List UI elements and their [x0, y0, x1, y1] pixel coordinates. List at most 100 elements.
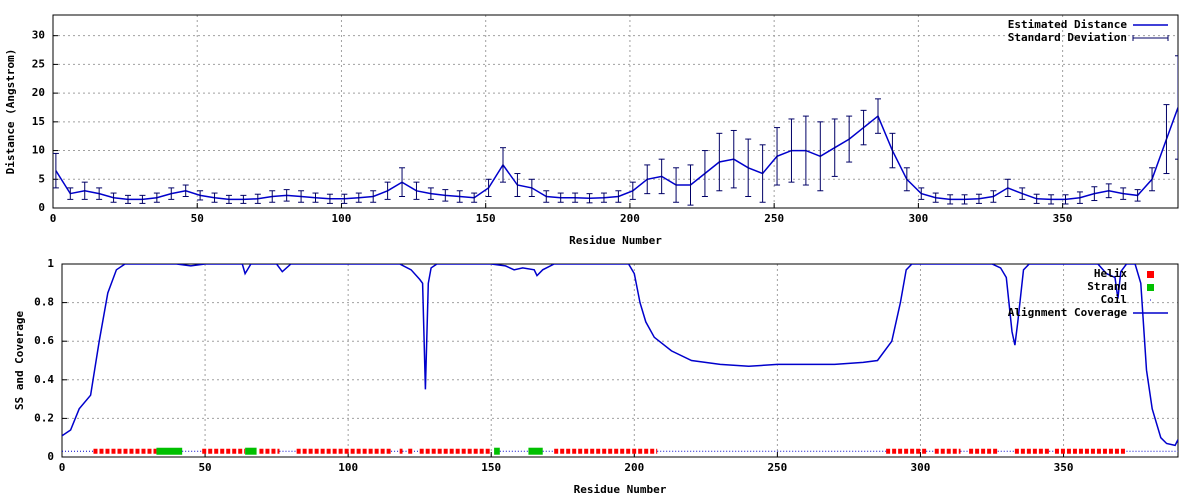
- y-tick-label: 25: [32, 57, 45, 70]
- x-tick-label: 50: [198, 461, 211, 474]
- error-bar: [557, 192, 564, 203]
- y-axis-label: Distance (Angstrom): [4, 49, 17, 175]
- y-tick-label: 30: [32, 29, 45, 42]
- y-tick-label: 0.8: [34, 296, 54, 309]
- error-bar: [1120, 187, 1127, 200]
- error-bar: [687, 164, 694, 206]
- error-bar: [81, 181, 88, 200]
- error-bar: [745, 138, 752, 198]
- error-bar: [572, 192, 579, 203]
- error-bar: [442, 189, 449, 202]
- error-bar: [514, 173, 521, 198]
- x-tick-label: 250: [767, 461, 787, 474]
- y-axis-label: SS and Coverage: [13, 310, 26, 410]
- legend-label: Estimated Distance: [1008, 18, 1128, 31]
- error-bar: [283, 189, 290, 202]
- x-tick-label: 250: [764, 212, 784, 225]
- error-bar: [500, 147, 506, 183]
- error-bar: [1175, 55, 1178, 160]
- legend-swatch: [1150, 299, 1151, 301]
- y-tick-label: 0.4: [34, 373, 54, 386]
- error-bar: [759, 144, 766, 203]
- error-bar: [1033, 193, 1040, 204]
- x-axis-label: Residue Number: [574, 483, 667, 496]
- plot-area: [62, 264, 1178, 455]
- x-tick-label: 300: [911, 461, 931, 474]
- error-bar: [240, 194, 247, 204]
- error-bar: [427, 187, 434, 200]
- y-tick-label: 0: [47, 450, 54, 463]
- legend-label: Standard Deviation: [1008, 31, 1127, 44]
- error-bar: [456, 190, 463, 203]
- error-bar: [658, 158, 665, 195]
- error-bar: [716, 132, 723, 192]
- error-bar: [586, 193, 593, 204]
- error-bar: [182, 184, 189, 198]
- error-bar: [860, 109, 867, 146]
- x-tick-label: 200: [624, 461, 644, 474]
- error-bar: [168, 187, 175, 200]
- error-bar: [1048, 194, 1055, 205]
- plot-frame: [61, 263, 1179, 458]
- error-bar: [254, 193, 261, 204]
- error-bar: [1149, 167, 1156, 192]
- error-bar: [1076, 191, 1083, 204]
- error-bar: [1062, 194, 1069, 205]
- error-bar: [802, 115, 809, 186]
- y-tick-label: 15: [32, 115, 45, 128]
- error-bar: [485, 178, 492, 198]
- x-tick-label: 350: [1054, 461, 1074, 474]
- y-tick-label: 0: [38, 201, 45, 214]
- error-bar: [543, 190, 550, 203]
- error-bar: [1105, 183, 1112, 199]
- error-bar: [846, 115, 853, 163]
- error-bar: [225, 194, 232, 204]
- error-bar: [139, 194, 146, 204]
- plot-area: [53, 55, 1178, 206]
- y-tick-label: 5: [38, 172, 45, 185]
- error-bar: [471, 192, 478, 203]
- error-bar: [947, 194, 954, 205]
- error-bar: [153, 192, 160, 203]
- y-tick-label: 10: [32, 144, 45, 157]
- x-tick-label: 150: [481, 461, 501, 474]
- error-bar: [817, 121, 824, 192]
- data-line: [62, 264, 1178, 447]
- legend-label: Helix: [1094, 267, 1127, 280]
- error-bar: [96, 187, 103, 200]
- error-bar: [125, 194, 131, 204]
- error-bar: [53, 152, 59, 189]
- x-tick-label: 300: [908, 212, 928, 225]
- y-tick-label: 20: [32, 86, 45, 99]
- error-bar: [932, 192, 939, 203]
- error-bar: [831, 118, 838, 177]
- error-bar: [990, 190, 997, 203]
- error-bar: [600, 192, 607, 203]
- x-tick-label: 0: [50, 212, 57, 225]
- x-tick-label: 100: [338, 461, 358, 474]
- error-bar: [298, 190, 305, 203]
- x-tick-label: 50: [191, 212, 204, 225]
- legend-label: Coil: [1101, 293, 1128, 306]
- error-bar: [875, 98, 881, 134]
- error-bar: [615, 190, 622, 203]
- error-bar: [701, 150, 708, 198]
- y-tick-label: 0.2: [34, 411, 54, 424]
- error-bar: [399, 167, 406, 198]
- x-tick-label: 0: [59, 461, 66, 474]
- error-bar: [774, 127, 781, 186]
- error-bar: [110, 192, 117, 203]
- error-bar: [1134, 189, 1141, 202]
- error-bar: [975, 193, 982, 204]
- error-bar: [384, 181, 391, 200]
- error-bar: [730, 129, 737, 189]
- x-tick-label: 350: [1053, 212, 1073, 225]
- error-bar: [67, 187, 74, 200]
- legend-label: Strand: [1087, 280, 1127, 293]
- error-bar: [413, 181, 420, 200]
- error-bar: [211, 192, 218, 203]
- data-line: [55, 107, 1178, 201]
- error-bar: [355, 192, 362, 203]
- error-bar: [269, 190, 276, 203]
